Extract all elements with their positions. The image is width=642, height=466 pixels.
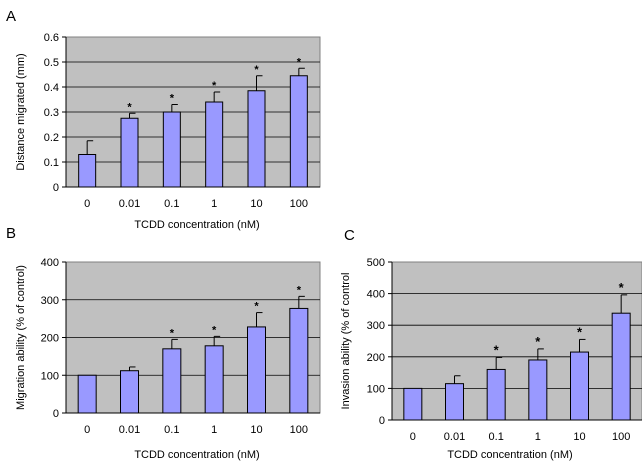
x-tick-label: 100 (612, 431, 630, 443)
panel-label: C (344, 227, 355, 244)
y-tick-label: 500 (367, 257, 385, 269)
x-tick-label: 100 (290, 198, 308, 210)
significance-star: * (254, 301, 259, 313)
significance-star: * (619, 280, 625, 295)
bar (403, 387, 423, 421)
bar (445, 383, 464, 421)
y-tick-label: 200 (367, 352, 385, 364)
x-tick-label: 0 (410, 431, 416, 443)
bar (570, 351, 589, 421)
panel-c: C 0 100 200 300 400 500 0 0.01 * 0.1 * 1 * 10 * 100 TCDD … (340, 227, 642, 461)
y-tick-label: 0.3 (44, 107, 59, 119)
y-tick-label: 0.2 (44, 132, 59, 144)
bar (247, 90, 266, 188)
y-axis-title: Migration ability (% of control) (15, 265, 27, 410)
x-axis-title: TCDD concentration (nM) (447, 449, 572, 461)
significance-star: * (297, 56, 302, 68)
y-tick-label: 300 (367, 320, 385, 332)
significance-star: * (212, 324, 217, 336)
panel-label: B (6, 225, 16, 242)
x-tick-label: 1 (535, 431, 541, 443)
x-tick-label: 0.01 (444, 431, 465, 443)
y-tick-label: 200 (41, 333, 59, 345)
bar (162, 348, 182, 414)
panel-label: A (6, 8, 16, 25)
bar (205, 101, 224, 188)
bar (162, 111, 181, 188)
significance-star: * (212, 80, 217, 92)
bar (77, 374, 97, 414)
significance-star: * (494, 342, 500, 357)
bar (289, 307, 309, 414)
y-tick-label: 400 (367, 289, 385, 301)
x-tick-label: 0 (84, 424, 90, 436)
x-tick-label: 0.1 (489, 431, 504, 443)
x-axis-title: TCDD concentration (nM) (134, 449, 259, 461)
plot-area (391, 261, 642, 421)
y-tick-label: 0.5 (44, 57, 59, 69)
y-tick-label: 0.1 (44, 157, 59, 169)
x-tick-label: 1 (211, 424, 217, 436)
y-tick-label: 400 (41, 257, 59, 269)
x-axis-title: TCDD concentration (nM) (134, 219, 259, 231)
x-tick-label: 0.1 (164, 424, 179, 436)
bar (204, 345, 224, 414)
x-tick-label: 0.01 (119, 198, 140, 210)
x-tick-label: 10 (250, 424, 262, 436)
y-tick-label: 0 (53, 182, 59, 194)
significance-star: * (127, 101, 132, 113)
bar (78, 154, 97, 188)
x-tick-label: 100 (290, 424, 308, 436)
y-tick-label: 0.6 (44, 32, 59, 44)
significance-star: * (254, 64, 259, 76)
y-tick-label: 0 (53, 408, 59, 420)
y-axis-title: Invasion ability (% of control (340, 273, 352, 410)
bar (528, 359, 548, 421)
significance-star: * (297, 284, 302, 296)
y-tick-label: 0.4 (44, 82, 59, 94)
panel-b: B 0 100 200 300 400 0 0.01 * 0.1 * 1 * 10 * 100 TCDD con… (6, 225, 321, 461)
significance-star: * (577, 324, 583, 339)
y-tick-label: 300 (41, 295, 59, 307)
significance-star: * (535, 334, 541, 349)
bar (120, 370, 139, 414)
x-tick-label: 1 (211, 198, 217, 210)
x-tick-label: 10 (250, 198, 262, 210)
panel-a: A 0 0.1 0.2 0.3 0.4 0.5 0.6 0 * 0.01 * 0.1 * 1 * 10 * 100 T… (6, 8, 321, 231)
x-tick-label: 0.01 (119, 424, 140, 436)
y-tick-label: 0 (379, 415, 385, 427)
significance-star: * (170, 327, 175, 339)
x-tick-label: 0.1 (164, 198, 179, 210)
bar (289, 75, 308, 188)
x-tick-label: 0 (84, 198, 90, 210)
significance-star: * (170, 93, 175, 105)
bar (247, 326, 266, 414)
bar (611, 312, 631, 421)
y-axis-title: Distance migrated (mm) (15, 53, 27, 170)
y-tick-label: 100 (41, 370, 59, 382)
bar (486, 368, 506, 421)
x-tick-label: 10 (573, 431, 585, 443)
bar (120, 117, 139, 188)
y-tick-label: 100 (367, 383, 385, 395)
